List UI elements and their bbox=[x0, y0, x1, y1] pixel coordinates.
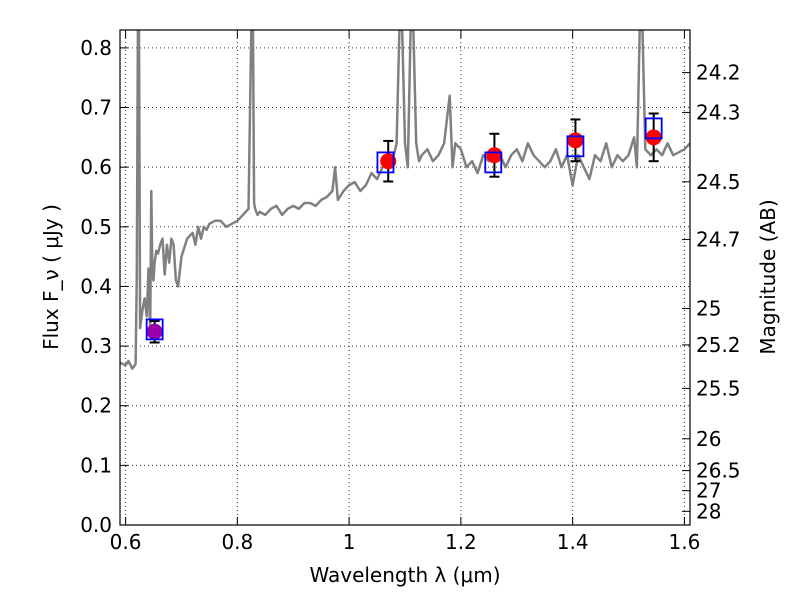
model-box bbox=[566, 135, 585, 158]
observed-point bbox=[486, 147, 503, 164]
model-box bbox=[376, 151, 395, 174]
x-tick-label: 1.6 bbox=[669, 530, 701, 554]
model-box bbox=[145, 318, 164, 341]
magnitude-axis-label: Magnitude (AB) bbox=[756, 199, 780, 354]
x-tick-label: 0.8 bbox=[221, 530, 253, 554]
model-boxes bbox=[145, 117, 663, 341]
plot-frame bbox=[119, 29, 691, 526]
observed-point bbox=[146, 323, 163, 340]
magnitude-tick-label: 25 bbox=[696, 296, 721, 320]
magnitude-tick-label: 27 bbox=[696, 479, 721, 503]
y-tick-label: 0.6 bbox=[80, 155, 112, 179]
y-tick-label: 0.8 bbox=[80, 36, 112, 60]
x-tick-label: 1.2 bbox=[445, 530, 477, 554]
model-box bbox=[484, 151, 503, 174]
x-tick-label: 1.4 bbox=[557, 530, 589, 554]
magnitude-tick-label: 28 bbox=[696, 499, 721, 523]
y-tick-label: 0.0 bbox=[80, 513, 112, 537]
model-box bbox=[644, 117, 663, 140]
magnitude-tick-label: 25.2 bbox=[696, 333, 741, 357]
magnitude-tick-label: 24.7 bbox=[696, 228, 741, 252]
y-tick-label: 0.5 bbox=[80, 215, 112, 239]
y-tick-label: 0.1 bbox=[80, 453, 112, 477]
observed-point bbox=[645, 129, 662, 146]
x-axis-label: Wavelength λ (μm) bbox=[309, 563, 500, 587]
plot-area bbox=[119, 29, 691, 526]
model-spectrum-line bbox=[120, 30, 690, 370]
magnitude-tick-label: 25.5 bbox=[696, 376, 741, 400]
y-tick-label: 0.7 bbox=[80, 96, 112, 120]
magnitude-tick-label: 24.5 bbox=[696, 170, 741, 194]
x-axis-ticks: 0.6 0.8 1 1.2 1.4 1.6 bbox=[110, 30, 701, 554]
magnitude-tick-label: 26.5 bbox=[696, 459, 741, 483]
observed-point bbox=[380, 153, 397, 170]
y-tick-label: 0.4 bbox=[80, 274, 112, 298]
magnitude-tick-label: 24.2 bbox=[696, 61, 741, 85]
plot-clip-group bbox=[120, 30, 690, 370]
x-tick-label: 0.6 bbox=[110, 530, 142, 554]
y-tick-label: 0.2 bbox=[80, 394, 112, 418]
x-tick-label: 1 bbox=[343, 530, 356, 554]
magnitude-tick-label: 26 bbox=[696, 427, 721, 451]
observed-point bbox=[567, 132, 584, 149]
magnitude-tick-label: 24.3 bbox=[696, 100, 741, 124]
y-axis-label: Flux F_ν ( μJy ) bbox=[39, 204, 63, 350]
y-tick-label: 0.3 bbox=[80, 334, 112, 358]
y-axis-ticks: 0.0 0.1 0.2 0.3 0.4 0.5 0.6 0.7 0.8 bbox=[80, 36, 128, 537]
